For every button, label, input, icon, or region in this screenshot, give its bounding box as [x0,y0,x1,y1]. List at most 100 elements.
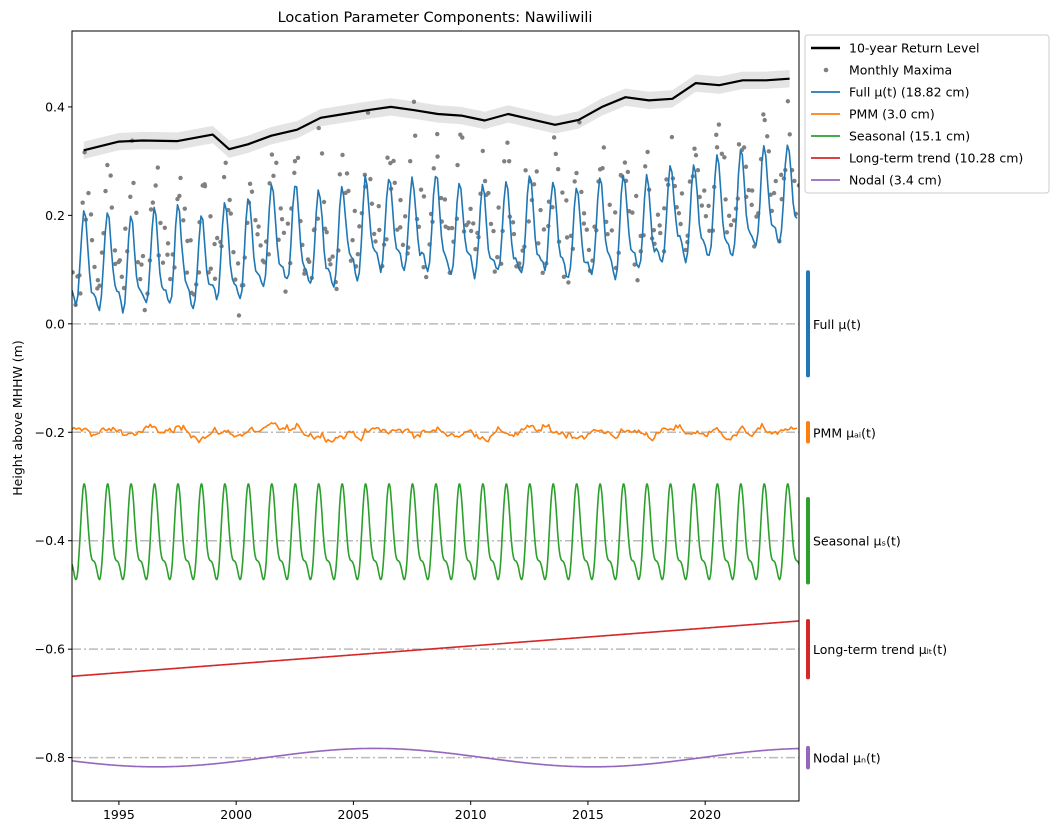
monthly-maximum-point [687,179,693,184]
legend-box [804,34,1050,194]
y-tick-label: 0.2 [45,208,65,223]
monthly-maximum-point [119,274,125,280]
monthly-maximum-point [346,188,351,194]
monthly-maximum-point [212,276,218,281]
monthly-maximum-point [108,173,113,178]
legend-label: Monthly Maxima [849,63,952,78]
monthly-maximum-point [292,158,298,164]
monthly-maximum-point [651,227,657,233]
monthly-maximum-point [473,246,478,252]
monthly-maximum-point [214,235,220,241]
monthly-maximum-point [212,241,217,247]
monthly-maximum-point [117,258,123,263]
monthly-maximum-point [181,218,186,223]
monthly-maximum-point [787,132,792,137]
monthly-maximum-point [271,173,276,179]
monthly-maximum-point [227,197,232,203]
monthly-maximum-point [340,152,345,158]
monthly-maximum-point [496,205,501,210]
monthly-maximum-point [400,242,406,248]
monthly-maximum-point [577,120,582,125]
monthly-maximum-point [749,202,754,208]
monthly-maximum-point [449,225,455,231]
monthly-maximum-point [692,146,697,151]
monthly-maximum-point [255,232,260,237]
legend-label: Long-term trend (10.28 cm) [849,151,1023,166]
monthly-maximum-point [431,166,436,171]
monthly-maximum-point [796,183,799,188]
monthly-maximum-point [584,227,589,232]
monthly-maximum-point [719,151,725,156]
monthly-maximum-point [421,194,427,199]
monthly-maximum-point [165,252,170,257]
monthly-maximum-point [155,165,160,170]
monthly-maximum-point [561,274,567,280]
monthly-maximum-point [455,162,460,168]
monthly-maximum-point [480,148,485,154]
monthly-maximum-point [625,169,631,175]
monthly-maximum-point [322,226,328,231]
monthly-maximum-point [695,167,701,173]
monthly-maximum-point [97,283,102,288]
monthly-maximum-point [384,237,389,242]
monthly-maximum-point [683,247,688,253]
monthly-maximum-point [150,200,156,205]
monthly-maximum-point [731,218,737,223]
component-label: Seasonal μₛ(t) [813,534,901,549]
legend-label: Seasonal (15.1 cm) [849,129,970,144]
monthly-maximum-point [492,269,497,274]
monthly-maximum-point [560,190,565,195]
monthly-maximum-point [274,160,279,165]
monthly-maximum-point [334,286,339,292]
monthly-maximum-point [716,122,722,127]
monthly-maximum-point [86,190,91,196]
monthly-maximum-point [707,228,712,234]
monthly-maximum-point [233,277,238,282]
monthly-maximum-point [766,149,771,154]
monthly-maximum-point [511,231,517,237]
monthly-maximum-point [604,219,609,224]
monthly-maximum-point [749,188,755,193]
monthly-maximum-point [398,225,403,230]
monthly-maximum-point [491,228,496,234]
monthly-maximum-point [785,99,791,104]
monthly-maximum-point [337,172,343,177]
x-tick-label: 2005 [338,807,370,822]
monthly-maximum-point [510,220,516,225]
monthly-maximum-point [88,212,94,217]
monthly-maximum-point [249,189,255,194]
monthly-maximum-point [184,270,190,275]
monthly-maximum-point [355,251,361,257]
monthly-maximum-point [92,264,97,270]
monthly-maximum-point [388,160,393,166]
monthly-maximum-point [581,221,587,226]
monthly-maximum-point [223,160,228,165]
x-tick-label: 2000 [220,807,252,822]
monthly-maximum-point [302,271,307,276]
monthly-maximum-point [505,140,510,145]
monthly-maximum-point [321,199,327,205]
legend-label: Nodal (3.4 cm) [849,173,942,188]
monthly-maximum-point [574,170,579,176]
monthly-maximum-point [385,155,390,160]
monthly-maximum-point [158,220,163,226]
monthly-maximum-point [324,229,329,235]
monthly-maximum-point [736,142,742,147]
monthly-maximum-point [674,205,679,210]
component-label: Nodal μₙ(t) [813,751,881,766]
y-tick-label: −0.8 [35,750,65,765]
monthly-maximum-point [697,194,702,200]
monthly-maximum-point [586,247,592,253]
monthly-maximum-point [526,219,531,224]
y-tick-label: −0.2 [35,425,65,440]
monthly-maximum-point [506,159,512,164]
monthly-maximum-point [295,155,301,161]
monthly-maximum-point [534,169,539,174]
monthly-maximum-point [221,174,227,180]
monthly-maximum-point [182,206,187,211]
monthly-maximum-point [138,276,143,282]
monthly-maximum-point [278,206,283,211]
monthly-maximum-point [402,214,408,219]
monthly-maximum-point [728,222,734,228]
monthly-maximum-point [579,189,584,195]
